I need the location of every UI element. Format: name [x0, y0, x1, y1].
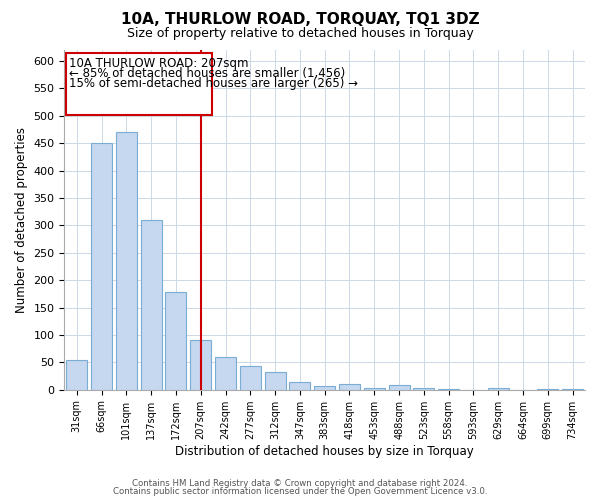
Text: 10A THURLOW ROAD: 207sqm: 10A THURLOW ROAD: 207sqm — [70, 57, 249, 70]
Bar — [537, 389, 559, 390]
Bar — [314, 386, 335, 390]
X-axis label: Distribution of detached houses by size in Torquay: Distribution of detached houses by size … — [175, 444, 474, 458]
Bar — [65, 52, 212, 114]
Y-axis label: Number of detached properties: Number of detached properties — [15, 127, 28, 313]
Bar — [438, 389, 459, 390]
Bar — [215, 357, 236, 390]
Bar — [488, 388, 509, 390]
Bar — [413, 388, 434, 390]
Bar — [140, 220, 162, 390]
Bar — [265, 372, 286, 390]
Text: 10A, THURLOW ROAD, TORQUAY, TQ1 3DZ: 10A, THURLOW ROAD, TORQUAY, TQ1 3DZ — [121, 12, 479, 28]
Text: ← 85% of detached houses are smaller (1,456): ← 85% of detached houses are smaller (1,… — [70, 67, 346, 80]
Bar — [91, 143, 112, 390]
Text: Contains public sector information licensed under the Open Government Licence v3: Contains public sector information licen… — [113, 488, 487, 496]
Bar — [166, 292, 187, 390]
Text: Contains HM Land Registry data © Crown copyright and database right 2024.: Contains HM Land Registry data © Crown c… — [132, 478, 468, 488]
Bar — [364, 388, 385, 390]
Bar — [389, 385, 410, 390]
Bar — [66, 360, 88, 390]
Bar — [562, 388, 583, 390]
Bar — [289, 382, 310, 390]
Text: 15% of semi-detached houses are larger (265) →: 15% of semi-detached houses are larger (… — [70, 77, 358, 90]
Bar — [190, 340, 211, 390]
Bar — [240, 366, 261, 390]
Text: Size of property relative to detached houses in Torquay: Size of property relative to detached ho… — [127, 28, 473, 40]
Bar — [339, 384, 360, 390]
Bar — [116, 132, 137, 390]
